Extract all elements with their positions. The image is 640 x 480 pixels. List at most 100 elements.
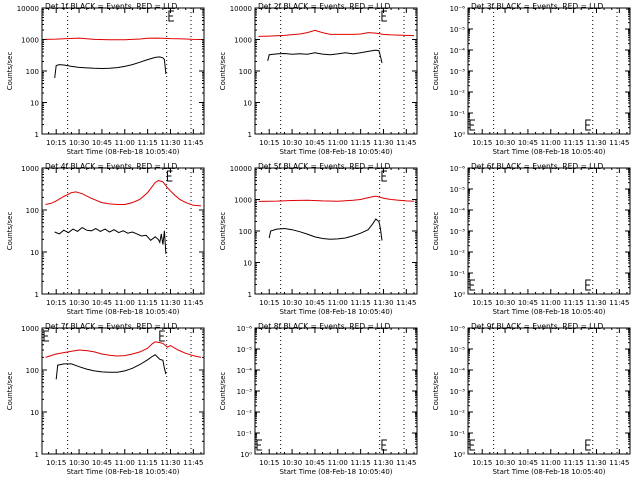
- y-tick-label: 1000: [234, 197, 252, 205]
- x-tick-label: 11:30: [373, 139, 393, 147]
- x-tick-label: 10:45: [305, 139, 325, 147]
- panel-title: Det 9f BLACK = Events, RED = LLD: [471, 322, 604, 331]
- x-tick-label: 11:15: [564, 299, 584, 307]
- x-tick-label: 10:15: [46, 299, 66, 307]
- attenuator-mark: [585, 119, 591, 131]
- y-tick-label: 10⁻³: [450, 228, 466, 236]
- y-axis-label: Counts/sec: [6, 212, 14, 251]
- x-tick-label: 10:30: [495, 299, 515, 307]
- y-tick-label: 10: [30, 100, 39, 108]
- y-tick-label: 10⁻³: [450, 68, 466, 76]
- x-tick-label: 10:30: [495, 139, 515, 147]
- y-tick-label: 1000: [234, 37, 252, 45]
- y-tick-label: 10⁻⁵: [450, 346, 466, 354]
- x-tick-label: 11:45: [396, 299, 416, 307]
- y-axis-label: Counts/sec: [6, 372, 14, 411]
- y-tick-label: 1: [248, 131, 252, 139]
- detector-panel: 10:15 10:30 10:45 11:00 11:15 11:30 11:45 1 10 10…: [6, 322, 205, 476]
- attenuator-mark: [256, 439, 263, 451]
- events-series-line: [54, 226, 167, 254]
- detector-panel: 10:15 10:30 10:45 11:00 11:15 11:30 11:45 10⁰ 10…: [432, 162, 631, 316]
- events-series-line: [267, 49, 383, 64]
- x-tick-label: 10:15: [46, 139, 66, 147]
- x-tick-label: 11:45: [396, 139, 416, 147]
- panel-title: Det 4f BLACK = Events, RED = LLD: [45, 162, 178, 171]
- x-tick-label: 10:45: [92, 299, 112, 307]
- y-tick-label: 10⁻¹: [450, 270, 466, 278]
- y-tick-label: 10⁻⁴: [450, 207, 466, 215]
- x-tick-label: 11:30: [160, 299, 180, 307]
- x-tick-label: 11:00: [541, 459, 561, 467]
- x-tick-label: 11:15: [564, 139, 584, 147]
- panel-title: Det 3f BLACK = Events, RED = LLD: [471, 2, 604, 11]
- y-tick-label: 10⁻¹: [237, 430, 253, 438]
- x-tick-label: 11:00: [115, 299, 135, 307]
- y-tick-label: 10⁻⁴: [237, 367, 253, 375]
- panel-title: Det 2f BLACK = Events, RED = LLD: [258, 2, 391, 11]
- attenuator-mark: [381, 10, 387, 22]
- plot-frame: [41, 7, 205, 135]
- attenuator-mark: [381, 439, 387, 451]
- detector-panel: 10:15 10:30 10:45 11:00 11:15 11:30 11:45 10⁰ 10…: [432, 2, 631, 156]
- y-tick-label: 1: [248, 291, 252, 299]
- x-tick-label: 11:45: [183, 299, 203, 307]
- y-tick-label: 100: [26, 367, 39, 375]
- x-axis-label: Start Time (08-Feb-18 10:05:40): [279, 308, 392, 316]
- x-tick-label: 11:00: [328, 299, 348, 307]
- y-tick-label: 10⁻⁵: [450, 186, 466, 194]
- x-tick-label: 10:15: [259, 459, 279, 467]
- x-axis-label: Start Time (08-Feb-18 10:05:40): [66, 308, 179, 316]
- x-tick-label: 10:45: [518, 139, 538, 147]
- plot-frame: [467, 7, 631, 135]
- detector-panel: 10:15 10:30 10:45 11:00 11:15 11:30 11:45 10⁰ 10…: [219, 322, 418, 476]
- x-tick-label: 11:00: [115, 139, 135, 147]
- y-axis-label: Counts/sec: [432, 212, 440, 251]
- x-tick-label: 11:45: [609, 139, 629, 147]
- x-tick-label: 11:15: [138, 299, 158, 307]
- lld-series-line: [258, 29, 415, 37]
- x-tick-label: 10:30: [495, 459, 515, 467]
- x-tick-label: 11:00: [115, 459, 135, 467]
- x-axis-label: Start Time (08-Feb-18 10:05:40): [492, 308, 605, 316]
- plot-frame: [254, 7, 418, 135]
- y-axis-label: Counts/sec: [6, 52, 14, 91]
- x-tick-label: 10:45: [92, 139, 112, 147]
- y-axis-label: Counts/sec: [432, 52, 440, 91]
- y-tick-label: 1000: [21, 165, 39, 173]
- attenuator-mark: [159, 330, 165, 342]
- y-tick-label: 10⁰: [240, 451, 252, 459]
- x-tick-label: 11:45: [183, 459, 203, 467]
- x-tick-label: 10:30: [282, 299, 302, 307]
- y-axis-label: Counts/sec: [432, 372, 440, 411]
- y-tick-label: 10⁻⁵: [450, 26, 466, 34]
- events-series-line: [54, 56, 167, 79]
- y-tick-label: 100: [26, 68, 39, 76]
- x-tick-label: 11:30: [586, 139, 606, 147]
- y-tick-label: 10⁻⁶: [237, 325, 253, 333]
- x-tick-label: 10:45: [518, 299, 538, 307]
- y-tick-label: 10⁻⁶: [450, 325, 466, 333]
- x-axis-label: Start Time (08-Feb-18 10:05:40): [279, 148, 392, 156]
- attenuator-mark: [168, 10, 174, 22]
- events-series-line: [55, 354, 167, 380]
- x-tick-label: 11:00: [328, 459, 348, 467]
- x-tick-label: 11:15: [564, 459, 584, 467]
- y-tick-label: 1000: [21, 37, 39, 45]
- y-tick-label: 10⁻³: [450, 388, 466, 396]
- attenuator-mark: [469, 279, 476, 291]
- y-tick-label: 10⁰: [453, 131, 465, 139]
- x-axis-label: Start Time (08-Feb-18 10:05:40): [492, 468, 605, 476]
- x-tick-label: 11:00: [541, 299, 561, 307]
- x-tick-label: 11:45: [609, 459, 629, 467]
- y-tick-label: 10⁻²: [237, 409, 253, 417]
- x-tick-label: 11:30: [160, 139, 180, 147]
- x-tick-label: 11:15: [138, 459, 158, 467]
- y-tick-label: 100: [239, 228, 252, 236]
- y-tick-label: 10⁰: [453, 291, 465, 299]
- x-tick-label: 11:30: [160, 459, 180, 467]
- y-tick-label: 10⁻⁵: [237, 346, 253, 354]
- y-tick-label: 10⁻²: [450, 409, 466, 417]
- plot-frame: [41, 327, 205, 455]
- lld-series-line: [45, 37, 202, 41]
